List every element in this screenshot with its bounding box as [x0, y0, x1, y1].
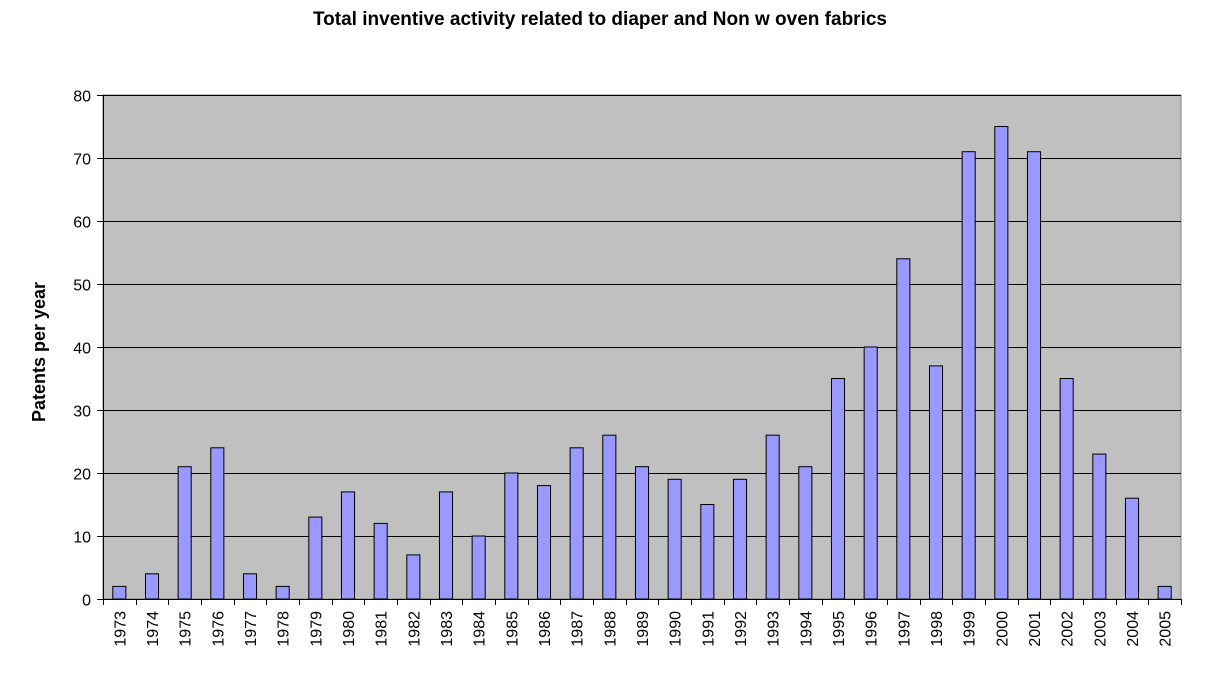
x-tick-label: 1975 — [178, 611, 195, 647]
x-tick-label: 1980 — [341, 611, 358, 647]
x-tick-label: 1985 — [504, 611, 521, 647]
x-tick-label: 1990 — [668, 611, 685, 647]
x-tick-label: 1998 — [929, 611, 946, 647]
bar — [602, 434, 617, 600]
bar — [830, 378, 846, 600]
y-tick-label: 80 — [73, 89, 91, 106]
y-tick-label: 50 — [73, 278, 91, 295]
x-tick-label: 1996 — [864, 611, 881, 647]
x-tick-labels: 1973 1974 1975 1976 1977 1978 1979 1980 1981 1982… — [112, 611, 1174, 647]
bar — [961, 151, 976, 600]
bar — [504, 472, 519, 600]
y-tick-label: 0 — [82, 593, 91, 610]
x-tick-label: 1981 — [374, 611, 391, 647]
bar — [438, 491, 454, 600]
x-tick-label: 1997 — [896, 611, 913, 647]
bar — [144, 573, 160, 600]
y-tick-label: 70 — [73, 152, 91, 169]
bar — [1026, 151, 1042, 600]
x-tick-label: 1999 — [962, 611, 979, 647]
bar — [765, 434, 780, 600]
bar — [373, 522, 388, 600]
bar — [863, 346, 878, 600]
x-tick-label: 1984 — [472, 611, 489, 647]
x-tick-label: 1983 — [439, 611, 456, 647]
x-tick-label: 1992 — [733, 611, 750, 647]
y-axis-title: Patents per year — [29, 282, 49, 422]
x-tick-label: 2004 — [1125, 611, 1142, 647]
y-tick-label: 60 — [73, 215, 91, 232]
bar — [308, 516, 323, 600]
bar — [928, 365, 944, 600]
bar — [340, 491, 356, 600]
x-tick-label: 1988 — [602, 611, 619, 647]
x-tick-label: 1973 — [112, 611, 129, 647]
bar — [1157, 585, 1172, 600]
x-tick-label: 1974 — [145, 611, 162, 647]
bar — [471, 535, 486, 600]
bar — [732, 478, 748, 600]
bars — [112, 126, 1172, 600]
x-tick-label: 1993 — [766, 611, 783, 647]
bar — [896, 258, 911, 600]
bar — [994, 126, 1009, 600]
bar — [1124, 497, 1140, 600]
bar — [569, 447, 584, 600]
y-tick-label: 20 — [73, 467, 91, 484]
x-tick-label: 2002 — [1060, 611, 1077, 647]
bar — [700, 504, 715, 600]
y-tick-label: 10 — [73, 530, 91, 547]
chart-title: Total inventive activity related to diap… — [312, 9, 887, 30]
bar — [242, 573, 258, 600]
y-tick-labels: 0 10 20 30 40 50 60 70 80 — [73, 89, 91, 610]
y-tick-label: 40 — [73, 341, 91, 358]
x-tick-label: 1976 — [210, 611, 227, 647]
x-tick-label: 1994 — [798, 611, 815, 647]
bar — [1092, 453, 1107, 600]
bar — [112, 585, 127, 600]
x-tick-label: 1987 — [570, 611, 587, 647]
bar — [275, 585, 290, 600]
x-tick-label: 1989 — [635, 611, 652, 647]
bar — [406, 554, 421, 600]
bar — [667, 478, 682, 600]
axes — [97, 95, 1182, 605]
x-tick-label: 2001 — [1027, 611, 1044, 647]
x-tick-label: 1979 — [308, 611, 325, 647]
bar — [634, 466, 650, 600]
x-tick-label: 1978 — [276, 611, 293, 647]
bar — [210, 447, 225, 600]
x-tick-label: 1991 — [700, 611, 717, 647]
bar — [536, 485, 552, 600]
x-tick-label: 1986 — [537, 611, 554, 647]
x-tick-label: 1982 — [406, 611, 423, 647]
y-tick-label: 30 — [73, 404, 91, 421]
x-tick-label: 2003 — [1092, 611, 1109, 647]
x-tick-label: 2005 — [1158, 611, 1175, 647]
x-tick-label: 2000 — [994, 611, 1011, 647]
bar — [798, 466, 813, 600]
x-tick-label: 1977 — [243, 611, 260, 647]
bar — [1059, 378, 1074, 600]
bar — [177, 466, 192, 600]
x-tick-label: 1995 — [831, 611, 848, 647]
